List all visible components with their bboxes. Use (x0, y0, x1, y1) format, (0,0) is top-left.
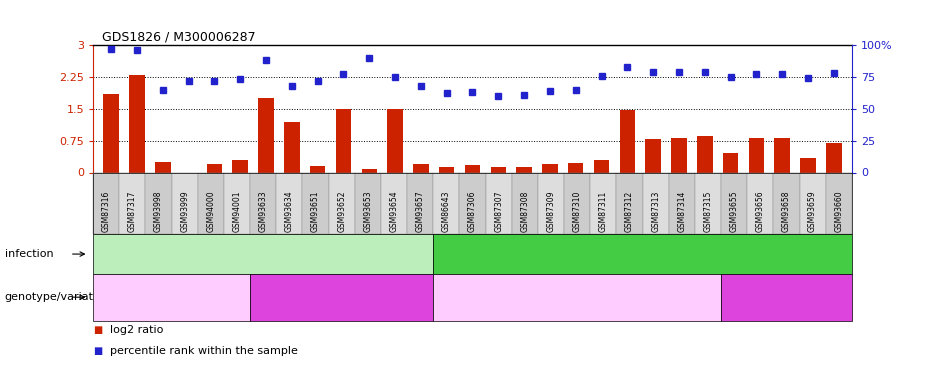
Bar (439, 167, 454, 172)
Bar (542, 164, 558, 172)
Bar (155, 162, 170, 172)
Bar (258, 98, 274, 172)
Text: GSM93652: GSM93652 (337, 191, 346, 232)
Bar (826, 143, 842, 172)
Text: GSM87309: GSM87309 (546, 191, 556, 232)
Text: GSM87313: GSM87313 (651, 191, 660, 232)
Text: GSM93653: GSM93653 (363, 191, 372, 232)
Text: mock: mock (248, 248, 279, 261)
Bar (801, 158, 816, 172)
Bar (491, 167, 506, 172)
Text: ■: ■ (93, 346, 102, 355)
Text: ■: ■ (93, 325, 102, 335)
Text: GSM87306: GSM87306 (468, 191, 477, 232)
Text: GSM87314: GSM87314 (677, 191, 686, 232)
Bar (465, 165, 480, 172)
Bar (620, 110, 635, 172)
Bar (671, 138, 687, 172)
Text: GSM93656: GSM93656 (756, 191, 764, 232)
Text: GSM87310: GSM87310 (573, 191, 582, 232)
Text: wild type: wild type (144, 291, 198, 304)
Text: GSM93651: GSM93651 (311, 191, 320, 232)
Text: GSM93999: GSM93999 (181, 191, 189, 232)
Bar (645, 138, 661, 172)
Bar (361, 169, 377, 172)
Bar (722, 153, 738, 173)
Text: GSM93658: GSM93658 (782, 191, 791, 232)
Bar (697, 136, 712, 172)
Bar (336, 109, 351, 172)
Text: GSM94001: GSM94001 (233, 191, 241, 232)
Text: GSM93655: GSM93655 (730, 191, 738, 232)
Text: GSM93654: GSM93654 (389, 191, 398, 232)
Bar (387, 109, 403, 172)
Bar (233, 160, 248, 172)
Text: C3 knockout: C3 knockout (305, 291, 378, 304)
Text: GSM93659: GSM93659 (808, 191, 817, 232)
Text: GSM93634: GSM93634 (285, 191, 294, 232)
Text: GSM87307: GSM87307 (494, 191, 503, 232)
Text: GSM93998: GSM93998 (154, 191, 163, 232)
Bar (207, 164, 223, 172)
Bar (310, 166, 325, 172)
Bar (284, 122, 300, 172)
Text: log2 ratio: log2 ratio (110, 325, 163, 335)
Text: percentile rank within the sample: percentile rank within the sample (110, 346, 298, 355)
Text: GSM87311: GSM87311 (599, 191, 608, 232)
Text: GSM94000: GSM94000 (207, 191, 215, 232)
Text: GSM87308: GSM87308 (520, 191, 530, 232)
Text: GSM93633: GSM93633 (259, 191, 268, 232)
Bar (749, 138, 764, 172)
Text: wild type: wild type (550, 291, 604, 304)
Bar (413, 164, 428, 172)
Text: GSM93657: GSM93657 (415, 191, 425, 232)
Text: GDS1826 / M300006287: GDS1826 / M300006287 (102, 30, 256, 43)
Bar (517, 167, 532, 172)
Text: GSM93660: GSM93660 (834, 191, 843, 232)
Bar (568, 163, 584, 172)
Text: GSM87312: GSM87312 (625, 191, 634, 232)
Bar (129, 75, 144, 172)
Text: GSM87317: GSM87317 (128, 191, 137, 232)
Bar (775, 138, 789, 172)
Text: adenovirus vector: adenovirus vector (589, 248, 696, 261)
Bar (103, 94, 119, 172)
Text: genotype/variation: genotype/variation (5, 292, 111, 302)
Text: infection: infection (5, 249, 53, 259)
Text: GSM87316: GSM87316 (101, 191, 111, 232)
Text: GSM87315: GSM87315 (704, 191, 712, 232)
Bar (594, 160, 609, 172)
Text: GSM86643: GSM86643 (442, 191, 451, 232)
Text: C3 knockout: C3 knockout (749, 291, 823, 304)
